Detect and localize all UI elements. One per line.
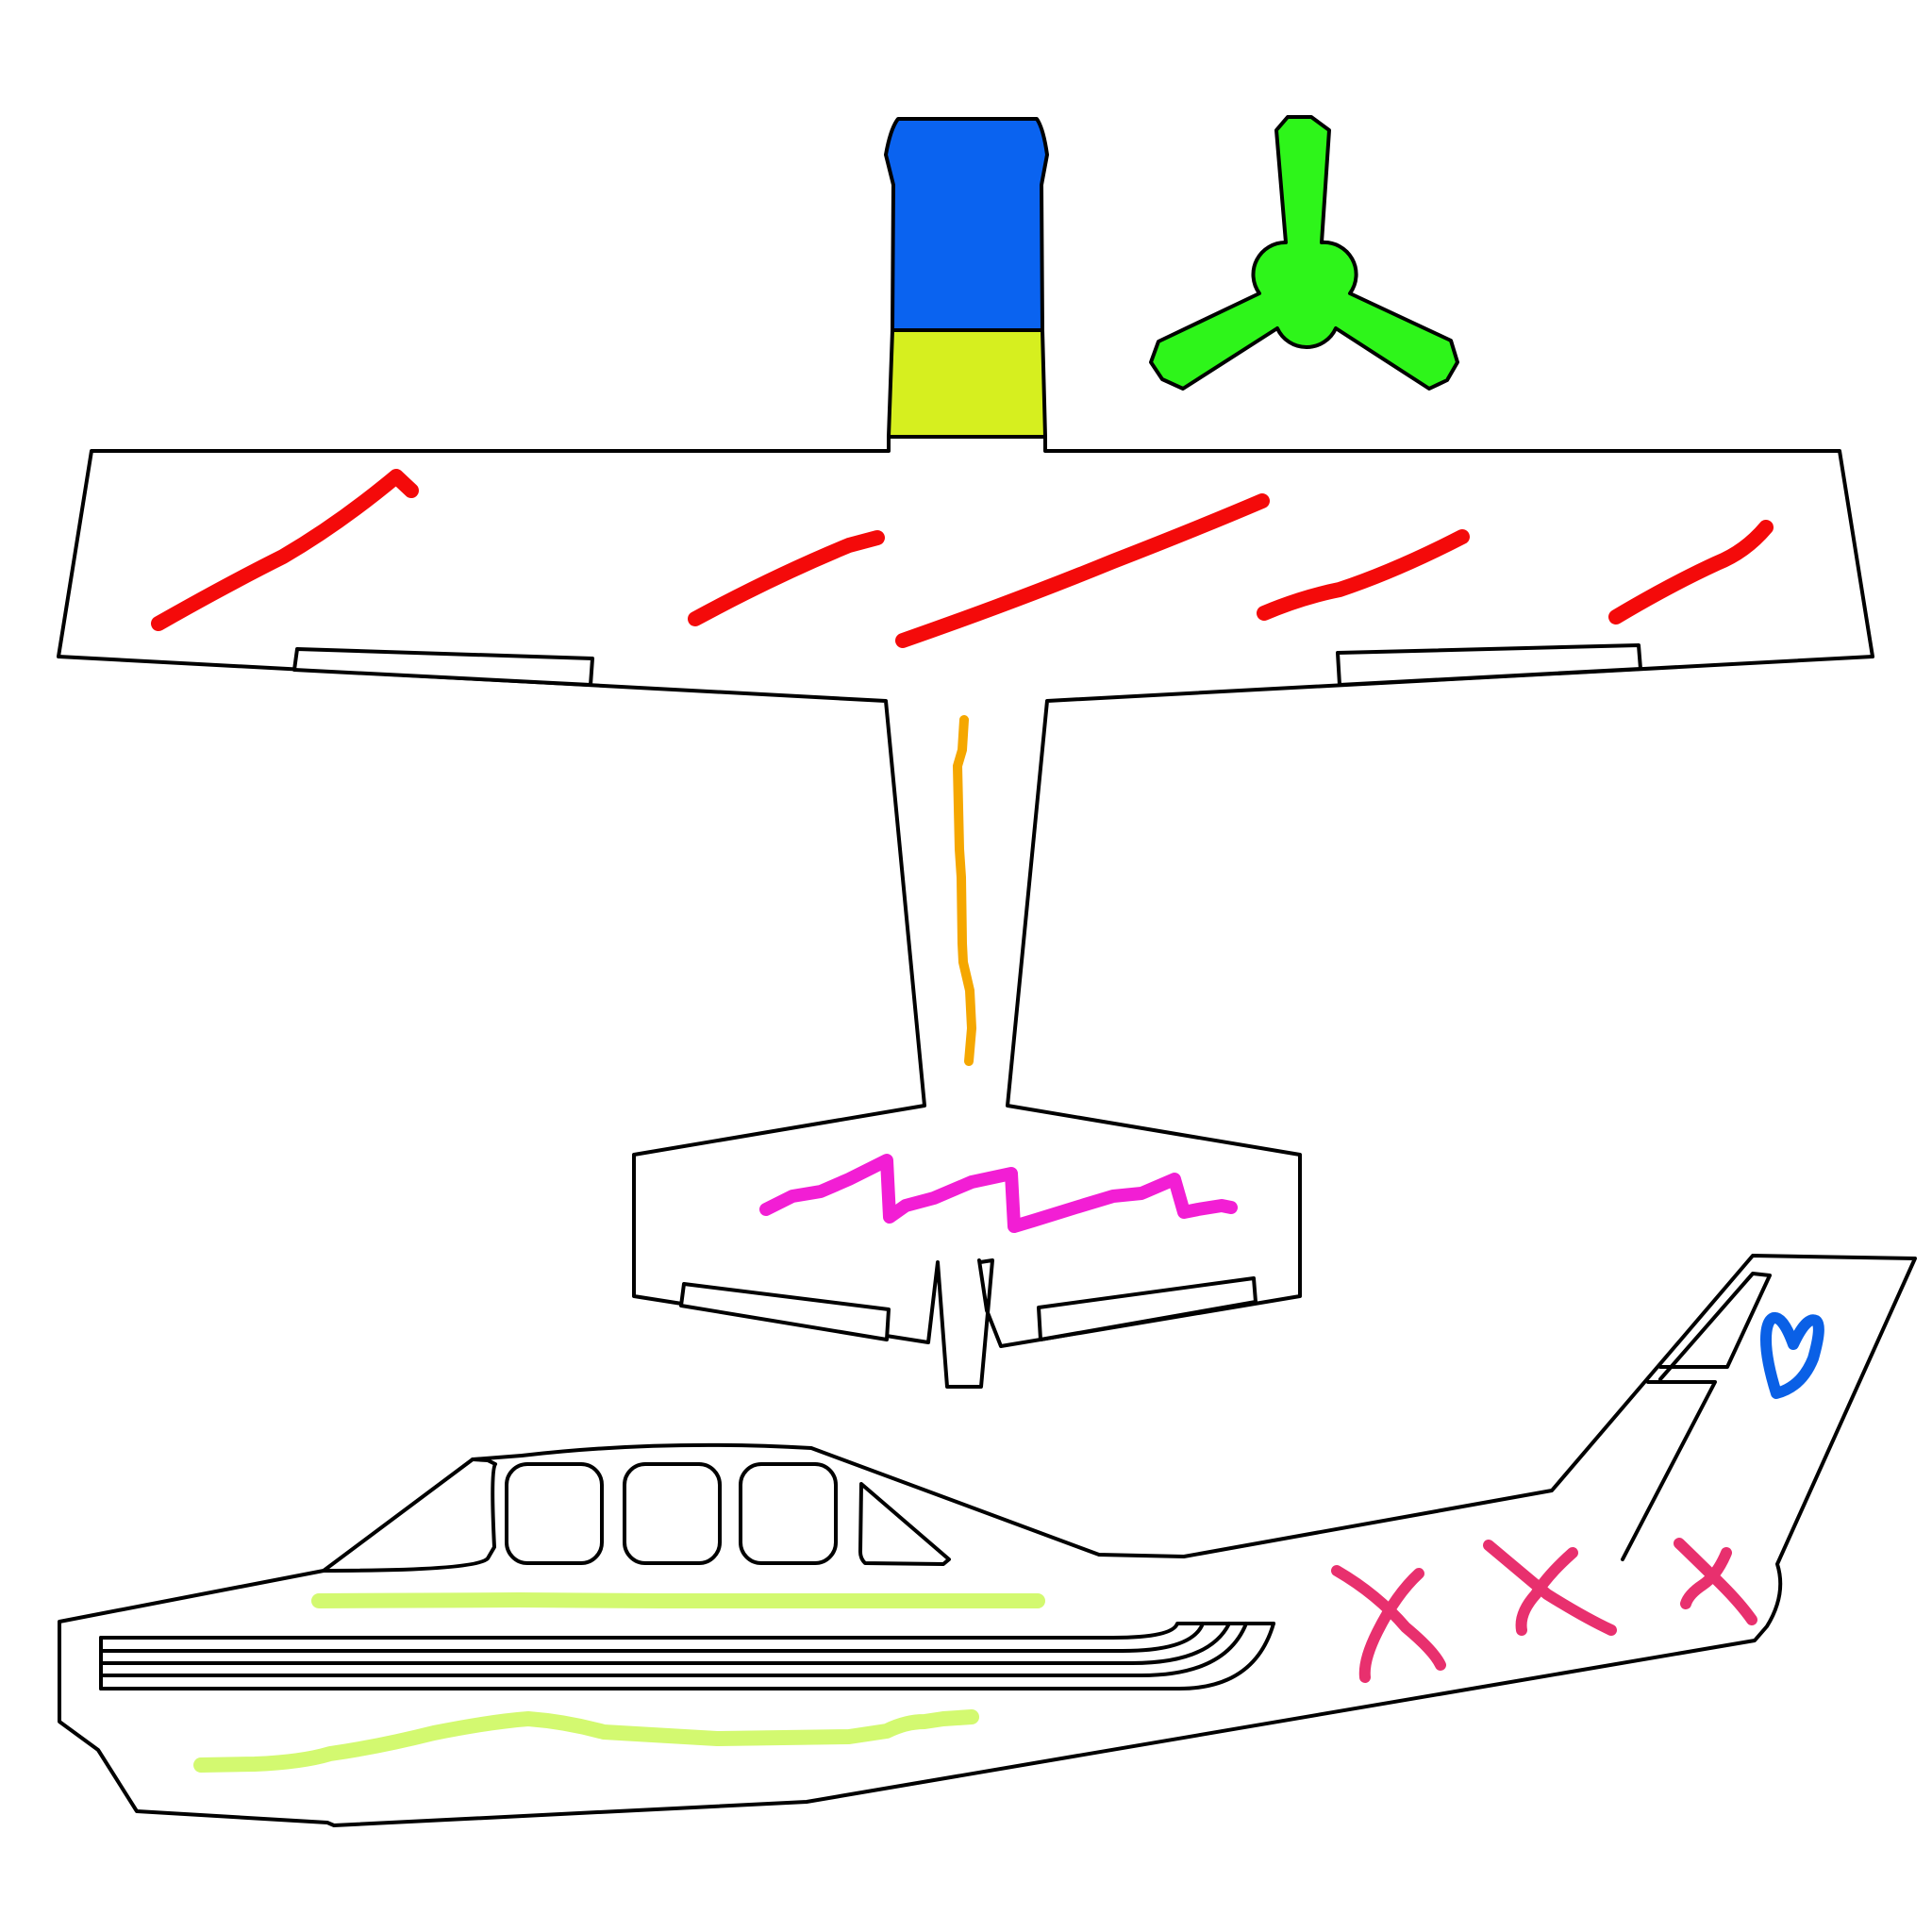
nose-cap[interactable] (884, 117, 1049, 332)
rudder-top (1658, 1272, 1772, 1381)
left-elevator (679, 1282, 891, 1341)
window-3 (739, 1462, 838, 1565)
wing-mark-2 (688, 530, 885, 626)
right-aileron (1336, 643, 1642, 687)
nose-part[interactable] (884, 117, 1049, 439)
stripe-4 (99, 1622, 1248, 1677)
heart-icon (1760, 1311, 1824, 1399)
top-view-plane (57, 115, 1874, 1389)
side-fuselage[interactable] (58, 1254, 1917, 1827)
side-stripe-mark-1 (311, 1592, 1045, 1608)
side-stripe-mark-2 (193, 1709, 979, 1773)
canopy-top (471, 1457, 490, 1462)
nose-base[interactable] (887, 328, 1047, 439)
window-1 (505, 1462, 604, 1565)
tail-mark (759, 1154, 1238, 1233)
stripe-1 (99, 1622, 1275, 1640)
x-mark-icon (1331, 1565, 1446, 1683)
right-elevator (1037, 1276, 1257, 1341)
x-mark-icon (1483, 1540, 1617, 1636)
stripe-5 (99, 1622, 1275, 1690)
rudder-line (1621, 1380, 1717, 1561)
x-mark-icon-group (1331, 1538, 1757, 1683)
wing-mark-3 (895, 493, 1270, 648)
fuselage-mark (953, 715, 976, 1066)
left-aileron (292, 647, 594, 687)
wing-mark-4 (1257, 529, 1470, 621)
windshield (322, 1458, 497, 1573)
rear-window (858, 1482, 951, 1566)
wing-mark-1 (151, 469, 419, 631)
propeller-icon[interactable] (1149, 115, 1459, 391)
stripe-3 (99, 1622, 1231, 1665)
x-mark-icon (1674, 1538, 1757, 1625)
stripe-2 (99, 1622, 1205, 1653)
window-2 (623, 1462, 722, 1565)
side-view-plane (58, 1254, 1917, 1827)
wing-mark-5 (1608, 520, 1774, 625)
